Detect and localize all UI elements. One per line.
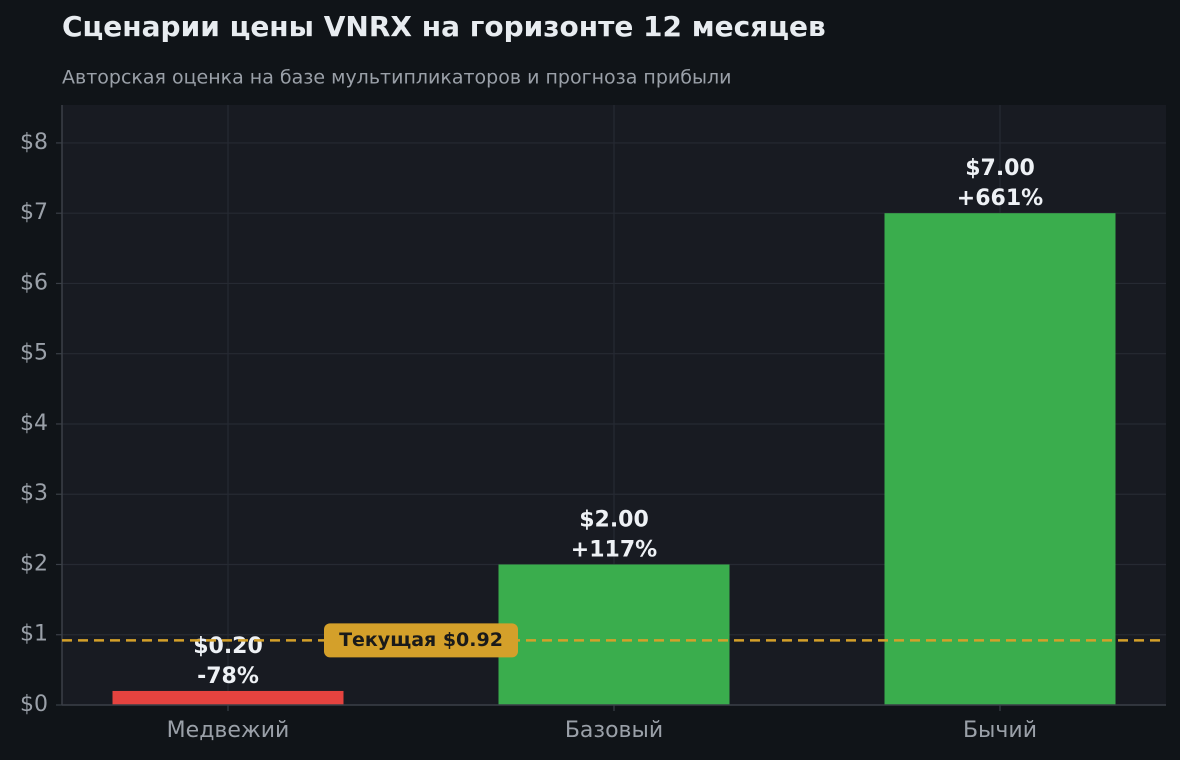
x-tick-label: Базовый [565, 718, 663, 743]
chart-title: Сценарии цены VNRX на горизонте 12 месяц… [62, 10, 826, 43]
y-tick-label: $0 [20, 692, 48, 717]
chart-subtitle: Авторская оценка на базе мультипликаторо… [62, 67, 731, 89]
value-label: $0.20 [193, 634, 263, 659]
bar [498, 564, 730, 705]
x-tick-label: Медвежий [167, 718, 290, 743]
y-tick-label: $3 [20, 481, 48, 506]
y-tick-label: $8 [20, 130, 48, 155]
change-label: +661% [957, 186, 1043, 211]
reference-label-box [324, 623, 518, 658]
y-tick-label: $1 [20, 622, 48, 647]
change-label: +117% [571, 537, 657, 562]
bar [884, 213, 1116, 705]
x-tick-label: Бычий [963, 718, 1037, 743]
value-label: $2.00 [579, 507, 649, 532]
bar [112, 690, 344, 705]
y-tick-label: $4 [20, 411, 48, 436]
y-tick-label: $7 [20, 200, 48, 225]
y-tick-label: $6 [20, 270, 48, 295]
value-label: $7.00 [965, 156, 1035, 181]
y-tick-label: $2 [20, 551, 48, 576]
y-tick-label: $5 [20, 341, 48, 366]
change-label: -78% [197, 664, 259, 689]
reference-label: Текущая $0.92 [339, 629, 503, 651]
